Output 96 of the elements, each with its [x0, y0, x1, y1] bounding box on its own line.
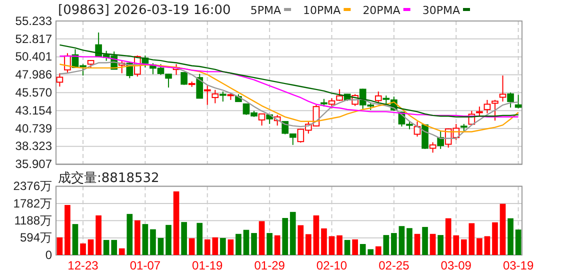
bar	[181, 222, 187, 255]
y-tick-label: 50.401	[15, 50, 52, 64]
bar	[313, 215, 320, 255]
bar	[243, 230, 250, 255]
bar	[500, 204, 506, 255]
bar	[251, 233, 257, 255]
bar	[118, 248, 125, 255]
bar	[383, 235, 390, 255]
bar	[344, 240, 350, 255]
bar	[158, 238, 164, 255]
legend-label: 30PMA	[422, 4, 460, 17]
x-tick-label: 03-19	[502, 258, 534, 273]
legend-label: 5PMA	[250, 4, 282, 17]
y-tick-label: 40.739	[15, 121, 52, 136]
y-tick-label: 47.986	[15, 68, 52, 82]
x-tick-label: 01-29	[254, 258, 286, 273]
bar	[236, 234, 242, 255]
bar	[398, 226, 405, 255]
bar	[321, 228, 327, 255]
candlestick	[437, 130, 444, 150]
bar	[134, 220, 140, 255]
y-tick-label: 1782万	[13, 196, 52, 210]
bar	[492, 222, 498, 255]
bar	[80, 243, 86, 255]
bar	[336, 235, 342, 255]
x-tick-label: 12-23	[68, 258, 99, 273]
y-tick-label: 594万	[20, 230, 52, 245]
candlestick	[220, 91, 226, 102]
bar	[88, 239, 94, 255]
bar	[126, 214, 133, 255]
bar	[103, 240, 110, 255]
bar	[352, 239, 358, 255]
bar	[196, 222, 203, 255]
candlestick	[507, 92, 514, 108]
bar	[298, 225, 304, 255]
y-tick-label: 45.570	[15, 85, 52, 100]
bar	[166, 224, 172, 255]
bar	[150, 229, 156, 255]
y-tick-label: 2376万	[13, 179, 52, 194]
y-tick-label: 1188万	[14, 213, 52, 228]
chart-title: [09863] 2026-03-19 16:00	[58, 3, 231, 18]
x-tick-label: 03-09	[440, 258, 472, 273]
bar	[460, 239, 467, 255]
x-tick-label: 01-07	[130, 258, 161, 273]
legend-label: 10PMA	[303, 4, 342, 17]
candlestick	[476, 106, 483, 118]
bar	[220, 238, 226, 255]
candlestick	[180, 72, 188, 86]
bar	[228, 239, 234, 255]
candlestick	[499, 75, 506, 102]
bar	[484, 236, 490, 255]
bar	[375, 246, 382, 255]
bar	[282, 218, 288, 255]
y-tick-label: 43.154	[15, 103, 52, 118]
x-tick-label: 02-10	[316, 258, 348, 273]
x-tick-label: 02-25	[378, 258, 410, 273]
bar	[173, 191, 180, 255]
bar	[328, 236, 335, 255]
bar	[508, 218, 514, 255]
legend-label: 20PMA	[362, 4, 401, 17]
bar	[290, 212, 296, 255]
y-tick-label: 38.323	[15, 139, 52, 154]
y-tick-label: 0	[45, 248, 52, 262]
candlestick	[514, 94, 522, 109]
bar	[64, 204, 70, 255]
candlestick	[429, 142, 436, 154]
candlestick	[374, 91, 382, 104]
candlestick	[204, 85, 211, 106]
y-tick-label: 52.817	[15, 32, 52, 46]
bar	[430, 234, 436, 255]
bar	[111, 240, 118, 255]
candlestick	[196, 73, 204, 99]
bar	[391, 233, 397, 255]
candlestick	[212, 89, 219, 104]
candlestick	[258, 113, 266, 126]
bar	[72, 224, 78, 255]
bar	[515, 230, 522, 255]
bar	[258, 221, 265, 255]
bar	[406, 228, 412, 255]
bar	[274, 235, 280, 255]
x-tick-label: 01-19	[192, 258, 224, 273]
chart-title: 成交量:8818532	[58, 170, 160, 186]
bar	[476, 238, 482, 255]
bar	[306, 234, 312, 255]
y-tick-label: 55.233	[15, 14, 52, 28]
bar	[468, 223, 475, 255]
bar	[142, 224, 148, 255]
bar	[188, 238, 195, 255]
y-tick-label: 35.907	[15, 157, 52, 172]
bar	[56, 237, 63, 255]
candlestick	[336, 88, 343, 102]
bar	[96, 215, 102, 255]
bar	[266, 233, 272, 255]
bar	[422, 226, 428, 255]
bar	[438, 235, 444, 255]
bar	[414, 234, 420, 255]
